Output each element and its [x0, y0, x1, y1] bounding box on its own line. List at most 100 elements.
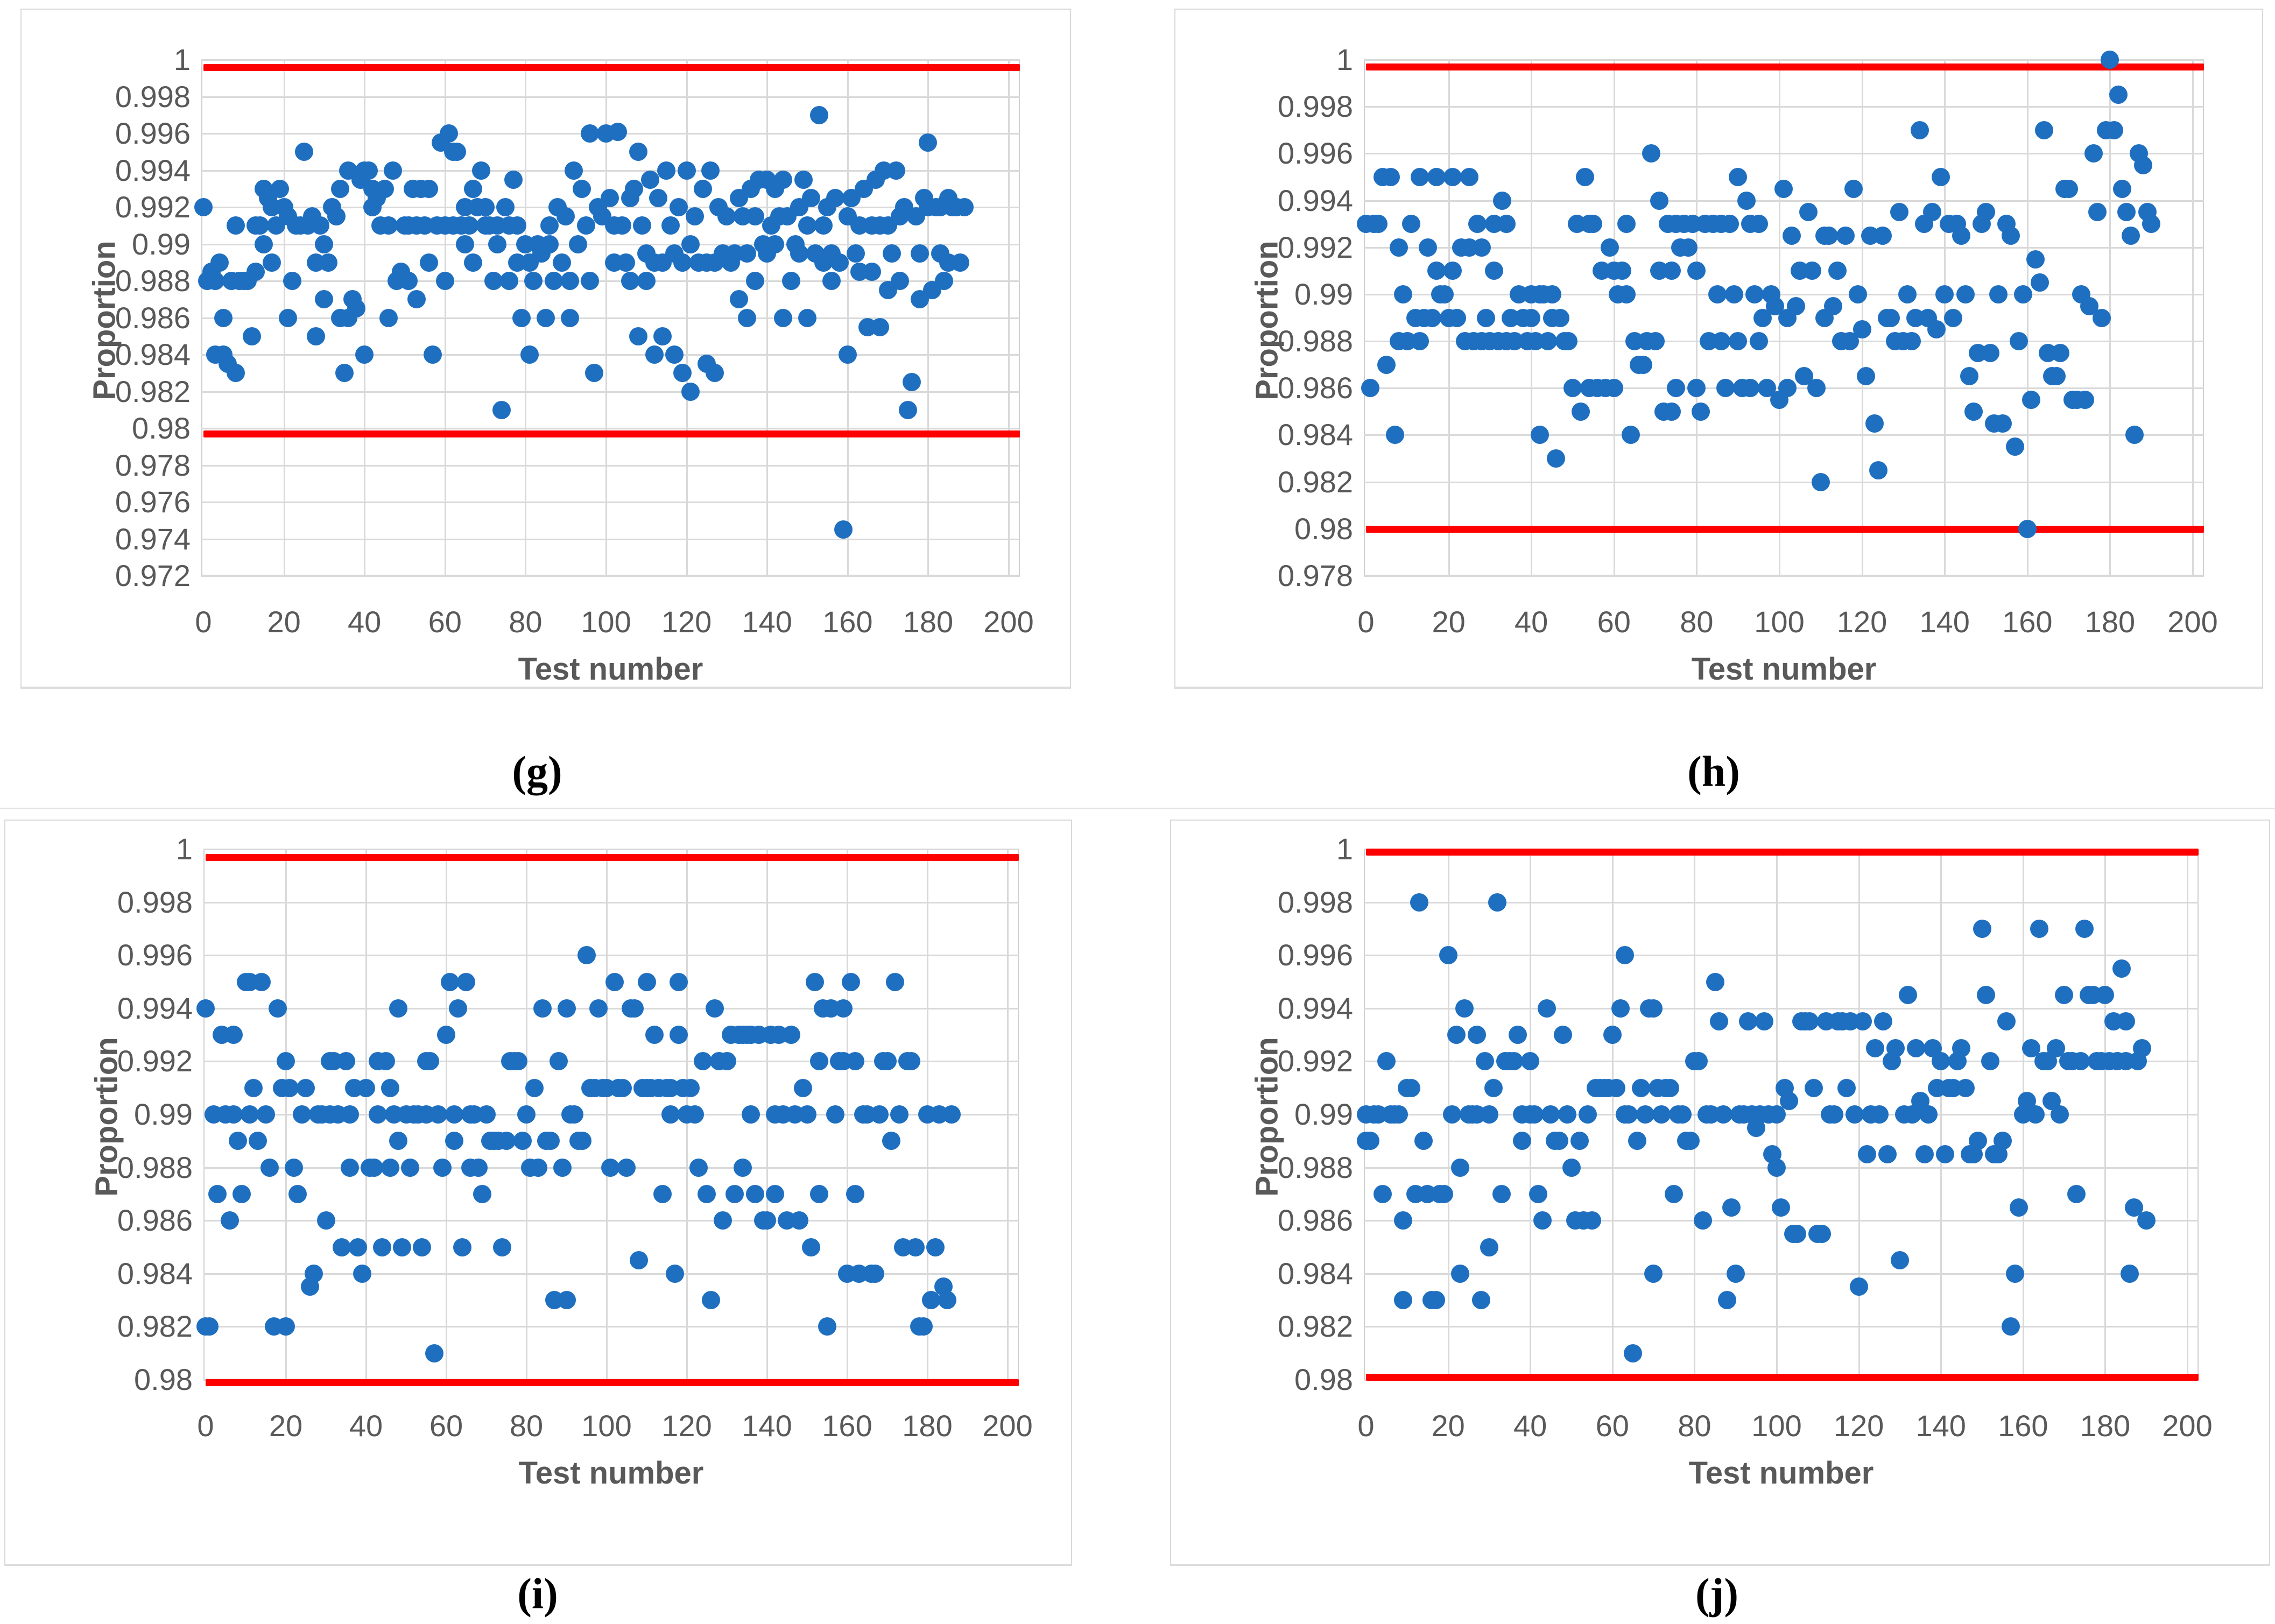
- data-point: [1919, 1105, 1938, 1124]
- data-point: [488, 235, 507, 253]
- lower-control-limit-line: [206, 1379, 1019, 1386]
- data-point: [1989, 285, 2008, 303]
- data-point: [742, 1105, 760, 1124]
- gridline: [1364, 106, 2204, 108]
- data-point: [1712, 332, 1731, 351]
- data-point: [1617, 285, 1636, 303]
- x-tick-label: 180: [2080, 1409, 2131, 1443]
- data-point: [525, 1078, 544, 1097]
- data-point: [419, 253, 438, 272]
- data-point: [381, 1158, 399, 1177]
- gridline: [2187, 849, 2188, 1380]
- data-point: [544, 272, 563, 290]
- data-point: [233, 1184, 251, 1203]
- data-point: [641, 170, 660, 189]
- data-point: [1529, 1184, 1548, 1203]
- y-tick-label: 0.992: [1277, 1044, 1353, 1078]
- data-point: [449, 999, 468, 1018]
- data-point: [1522, 308, 1541, 327]
- data-point: [633, 216, 652, 235]
- data-point: [1385, 426, 1404, 444]
- data-point: [1584, 215, 1603, 234]
- data-point: [1836, 226, 1855, 245]
- x-tick-label: 20: [1432, 605, 1466, 639]
- data-point: [393, 1238, 412, 1256]
- data-point: [493, 1238, 512, 1256]
- data-point: [1615, 946, 1634, 965]
- data-point: [809, 1052, 828, 1071]
- data-point: [1993, 414, 2012, 433]
- x-tick-label: 0: [197, 1409, 214, 1443]
- data-point: [745, 1184, 764, 1203]
- data-point: [440, 124, 459, 143]
- data-point: [263, 253, 281, 272]
- data-point: [335, 364, 354, 383]
- data-point: [476, 198, 495, 216]
- data-point: [2022, 391, 2041, 409]
- data-point: [2067, 1184, 2086, 1203]
- data-point: [214, 308, 233, 327]
- data-point: [605, 972, 624, 991]
- gridline: [847, 849, 848, 1380]
- data-point: [629, 1251, 648, 1270]
- x-tick-label: 80: [1680, 605, 1714, 639]
- data-point: [226, 364, 245, 383]
- x-tick-label: 40: [348, 605, 382, 639]
- data-point: [1604, 379, 1623, 398]
- data-point: [208, 1184, 227, 1203]
- data-point: [1543, 285, 1561, 303]
- data-point: [1512, 1132, 1531, 1150]
- data-point: [1799, 203, 1818, 222]
- data-point: [645, 1026, 664, 1044]
- data-point: [1377, 355, 1396, 374]
- data-point: [2002, 226, 2020, 245]
- gridline: [201, 317, 1020, 319]
- data-point: [1943, 308, 1962, 327]
- data-point: [500, 272, 519, 290]
- data-point: [1689, 1052, 1708, 1071]
- data-point: [2101, 51, 2119, 69]
- gridline: [1364, 1220, 2199, 1222]
- data-point: [637, 272, 656, 290]
- data-point: [914, 1317, 933, 1336]
- data-point: [469, 1158, 488, 1177]
- data-point: [333, 1238, 351, 1256]
- data-point: [617, 253, 636, 272]
- y-tick-label: 0.994: [1277, 183, 1353, 217]
- data-point: [1636, 1105, 1654, 1124]
- data-point: [1931, 167, 1950, 186]
- data-point: [810, 105, 829, 124]
- data-point: [565, 161, 583, 180]
- gridline: [1364, 1273, 2199, 1275]
- data-point: [2001, 1317, 2020, 1336]
- data-point: [509, 1052, 528, 1071]
- y-tick-label: 0.996: [1277, 938, 1353, 972]
- y-tick-label: 1: [175, 832, 193, 866]
- data-point: [379, 216, 398, 235]
- data-point: [822, 272, 841, 290]
- gridline: [1613, 60, 1615, 576]
- data-point: [1800, 1012, 1819, 1031]
- data-point: [1788, 1224, 1807, 1243]
- data-point: [1394, 285, 1413, 303]
- row-divider: [0, 808, 2275, 809]
- data-point: [1361, 379, 1379, 398]
- data-point: [1530, 426, 1549, 444]
- x-tick-label: 0: [1357, 1409, 1375, 1443]
- data-point: [1485, 262, 1504, 280]
- data-point: [194, 198, 213, 216]
- y-tick-label: 0.99: [134, 1097, 193, 1131]
- data-point: [1601, 238, 1619, 257]
- data-point: [224, 1105, 243, 1124]
- data-point: [372, 1238, 391, 1256]
- data-point: [612, 216, 631, 235]
- data-point: [1504, 1052, 1523, 1071]
- data-point: [1952, 226, 1970, 245]
- data-point: [601, 1158, 620, 1177]
- data-point: [1646, 332, 1665, 351]
- data-point: [435, 272, 454, 290]
- data-point: [389, 1132, 407, 1150]
- data-point: [926, 1238, 945, 1256]
- y-tick-label: 1: [1336, 43, 1353, 76]
- gridline: [201, 243, 1020, 245]
